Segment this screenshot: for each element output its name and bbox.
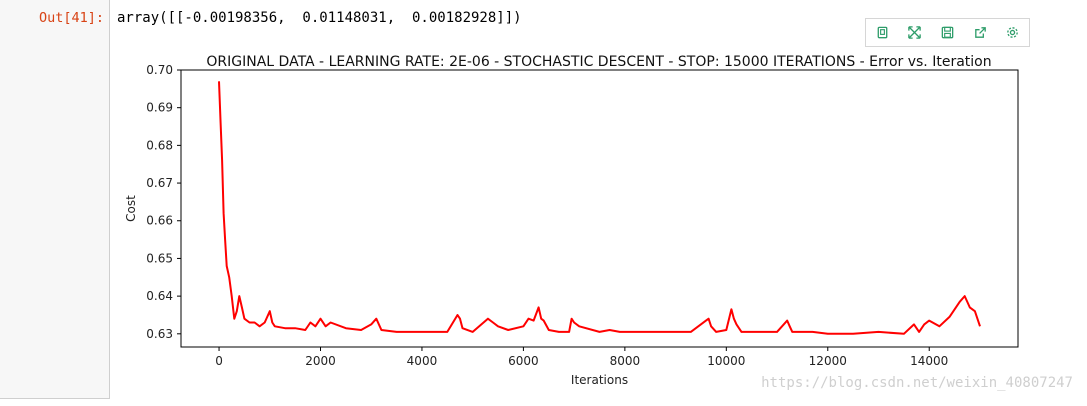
settings-button[interactable] (996, 19, 1029, 46)
y-tick-label: 0.63 (146, 327, 173, 341)
cost-series-line (218, 81, 981, 335)
y-tick-label: 0.64 (146, 289, 173, 303)
gear-icon (1007, 27, 1019, 38)
share-button[interactable] (964, 19, 997, 46)
y-tick-label: 0.69 (146, 101, 173, 115)
y-tick-label: 0.65 (146, 251, 173, 265)
expand-icon (908, 26, 922, 39)
x-tick-label: 10000 (707, 354, 745, 368)
x-tick-label: 0 (215, 354, 223, 368)
cell-output-text: array([[-0.00198356, 0.01148031, 0.00182… (117, 10, 522, 26)
chart-title: ORIGINAL DATA - LEARNING RATE: 2E-06 - S… (206, 54, 992, 70)
plot-frame (180, 69, 1019, 348)
x-tick-label: 14000 (910, 354, 948, 368)
save-icon (941, 26, 954, 39)
copy-button[interactable] (866, 19, 899, 46)
save-button[interactable] (931, 19, 964, 46)
y-tick-label: 0.70 (146, 63, 173, 77)
y-tick-label: 0.68 (146, 138, 173, 152)
expand-button[interactable] (899, 19, 932, 46)
y-tick-label: 0.66 (146, 214, 173, 228)
watermark: https://blog.csdn.net/weixin_40807247 (761, 375, 1073, 391)
figure-toolbar (865, 18, 1030, 47)
y-tick-label: 0.67 (146, 176, 173, 190)
copy-icon (877, 26, 888, 39)
share-icon (974, 27, 986, 38)
x-tick-label: 12000 (809, 354, 847, 368)
x-tick-label: 4000 (407, 354, 438, 368)
cell-gutter (0, 0, 110, 399)
output-prompt: Out[41]: (38, 10, 104, 26)
x-axis-label: Iterations (571, 373, 628, 387)
y-axis-label: Cost (124, 195, 138, 222)
x-tick-label: 2000 (305, 354, 336, 368)
x-tick-label: 8000 (610, 354, 641, 368)
x-tick-label: 6000 (508, 354, 539, 368)
